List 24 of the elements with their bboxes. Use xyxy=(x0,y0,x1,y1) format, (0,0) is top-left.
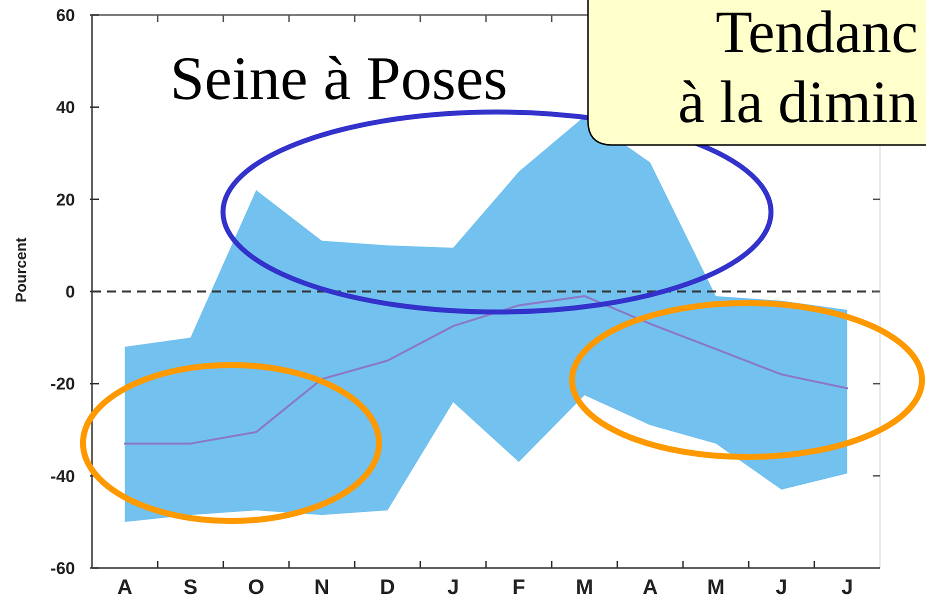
y-tick-label: -60 xyxy=(50,558,75,578)
y-tick-label: 40 xyxy=(56,98,75,118)
x-tick-label: O xyxy=(248,576,264,599)
x-tick-label: J xyxy=(447,576,460,599)
x-tick-label: D xyxy=(380,576,396,599)
y-axis-title: Pourcent xyxy=(13,237,30,303)
x-tick-label: J xyxy=(841,576,854,599)
line-series xyxy=(124,295,848,445)
x-tick-label: M xyxy=(576,576,594,599)
annotation: à la dimin xyxy=(678,69,918,135)
y-tick-label: -40 xyxy=(50,466,75,486)
y-tick-label: 20 xyxy=(56,190,75,210)
x-tick-label: F xyxy=(512,576,526,599)
x-tick-label: N xyxy=(314,576,330,599)
y-tick-label: 0 xyxy=(66,282,75,302)
x-tick-label: A xyxy=(642,576,658,599)
x-tick-label: J xyxy=(776,576,788,599)
y-tick-label: -20 xyxy=(50,374,75,394)
x-tick-label: A xyxy=(117,576,132,599)
text: Seine à Poses xyxy=(170,45,508,113)
x-tick-label: S xyxy=(183,576,198,599)
x-tick-label: M xyxy=(707,576,725,599)
y-tick-label: 60 xyxy=(56,6,75,25)
annotation: Tendanc xyxy=(716,0,918,65)
